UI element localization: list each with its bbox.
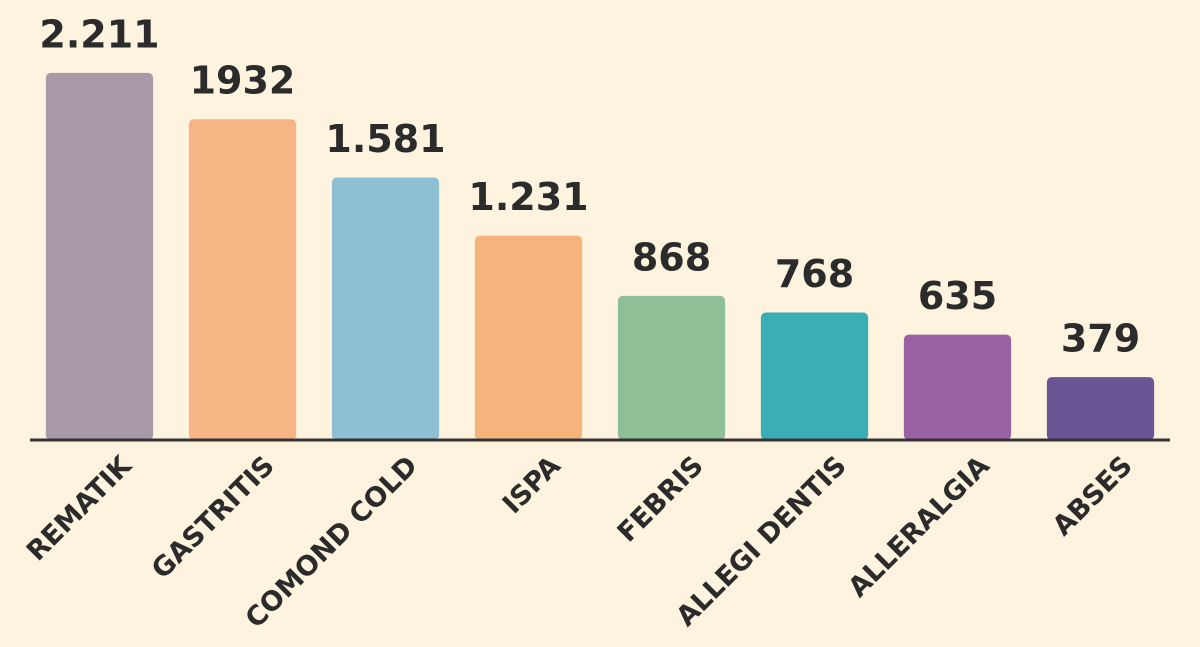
bar bbox=[760, 312, 869, 440]
value-label: 2.211 bbox=[39, 12, 159, 56]
bar bbox=[474, 235, 583, 440]
value-label: 868 bbox=[632, 235, 711, 279]
value-label: 379 bbox=[1061, 317, 1140, 361]
bar bbox=[1046, 377, 1155, 440]
bar bbox=[45, 72, 154, 440]
value-label: 1.231 bbox=[468, 175, 588, 219]
bar bbox=[617, 295, 726, 440]
value-label: 1.581 bbox=[325, 117, 445, 161]
value-label: 1932 bbox=[190, 59, 296, 103]
value-label: 635 bbox=[918, 274, 997, 318]
bar bbox=[331, 177, 440, 441]
bar bbox=[903, 334, 1012, 440]
value-label: 768 bbox=[775, 252, 854, 296]
bar bbox=[188, 119, 297, 441]
